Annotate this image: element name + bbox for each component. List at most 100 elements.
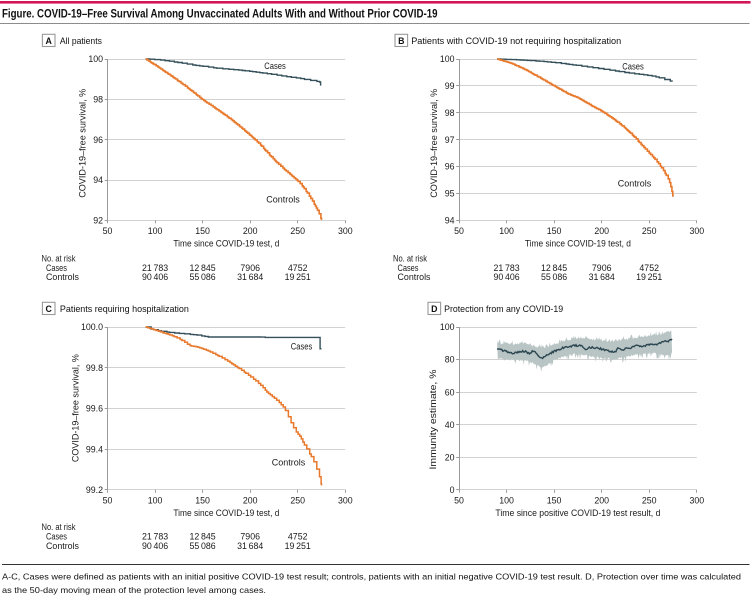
svg-text:as the 50-day moving mean of t: as the 50-day moving mean of the protect… [2, 585, 266, 595]
svg-text:Cases: Cases [264, 61, 286, 71]
svg-text:A: A [46, 36, 53, 46]
svg-text:Controls: Controls [618, 179, 652, 189]
svg-text:21 783: 21 783 [142, 532, 168, 542]
svg-text:55 086: 55 086 [541, 272, 567, 282]
svg-text:Controls: Controls [46, 541, 80, 551]
svg-text:12 845: 12 845 [189, 532, 215, 542]
svg-text:90 406: 90 406 [493, 272, 519, 282]
svg-text:19 251: 19 251 [636, 272, 662, 282]
svg-text:80: 80 [445, 355, 455, 365]
svg-text:Time since COVID-19 test, d: Time since COVID-19 test, d [525, 238, 631, 248]
svg-text:7906: 7906 [240, 263, 260, 273]
svg-text:Controls: Controls [46, 272, 80, 282]
svg-text:60: 60 [445, 387, 455, 397]
svg-text:300: 300 [338, 496, 353, 506]
svg-text:150: 150 [195, 496, 210, 506]
svg-text:19 251: 19 251 [285, 272, 311, 282]
svg-text:50: 50 [454, 496, 464, 506]
svg-text:250: 250 [642, 226, 657, 236]
svg-text:Time since COVID-19 test, d: Time since COVID-19 test, d [173, 238, 279, 248]
svg-text:99.4: 99.4 [86, 444, 103, 454]
svg-text:No. at risk: No. at risk [42, 522, 77, 532]
svg-text:94: 94 [93, 175, 103, 185]
svg-text:Cases: Cases [46, 532, 68, 542]
svg-text:12 845: 12 845 [541, 263, 567, 273]
svg-text:Controls: Controls [398, 272, 432, 282]
svg-text:Patients requiring hospitaliza: Patients requiring hospitalization [60, 304, 189, 314]
svg-text:99.6: 99.6 [86, 404, 103, 414]
svg-text:200: 200 [243, 496, 258, 506]
svg-text:50: 50 [103, 226, 113, 236]
svg-text:Protection from any COVID-19: Protection from any COVID-19 [444, 304, 563, 314]
svg-text:150: 150 [195, 226, 210, 236]
svg-text:COVID-19–free survival, %: COVID-19–free survival, % [428, 89, 439, 198]
svg-text:B: B [398, 36, 404, 46]
svg-text:21 783: 21 783 [493, 263, 519, 273]
svg-text:50: 50 [454, 226, 464, 236]
svg-text:250: 250 [290, 496, 305, 506]
svg-text:Cases: Cases [398, 263, 420, 273]
svg-text:98: 98 [445, 108, 455, 118]
svg-text:C: C [46, 304, 53, 314]
svg-text:50: 50 [103, 496, 113, 506]
svg-text:100: 100 [440, 322, 455, 332]
svg-text:Cases: Cases [291, 341, 313, 351]
svg-text:20: 20 [445, 452, 455, 462]
svg-text:All patients: All patients [60, 36, 102, 46]
svg-text:4752: 4752 [288, 263, 308, 273]
svg-text:31 684: 31 684 [237, 541, 263, 551]
svg-text:4752: 4752 [288, 532, 308, 542]
svg-text:Time since COVID-19 test, d: Time since COVID-19 test, d [173, 508, 279, 518]
svg-text:300: 300 [689, 226, 704, 236]
svg-text:21 783: 21 783 [142, 263, 168, 273]
svg-text:99.8: 99.8 [86, 363, 103, 373]
svg-text:No. at risk: No. at risk [393, 253, 428, 263]
svg-text:97: 97 [445, 135, 455, 145]
svg-text:Cases: Cases [46, 263, 68, 273]
svg-text:4752: 4752 [639, 263, 659, 273]
svg-text:Cases: Cases [622, 61, 644, 71]
svg-text:31 684: 31 684 [589, 272, 615, 282]
svg-text:A-C, Cases were defined as pat: A-C, Cases were defined as patients with… [2, 572, 741, 582]
svg-text:300: 300 [338, 226, 353, 236]
svg-text:31 684: 31 684 [237, 272, 263, 282]
svg-text:100: 100 [499, 496, 514, 506]
svg-text:92: 92 [93, 216, 103, 226]
svg-text:150: 150 [547, 226, 562, 236]
svg-text:100: 100 [440, 54, 455, 64]
svg-text:96: 96 [93, 135, 103, 145]
svg-text:96: 96 [445, 162, 455, 172]
svg-text:300: 300 [689, 496, 704, 506]
svg-text:55 086: 55 086 [189, 541, 215, 551]
svg-text:200: 200 [594, 226, 609, 236]
svg-text:Immunity estimate, %: Immunity estimate, % [427, 370, 438, 470]
svg-text:Time since positive COVID-19 t: Time since positive COVID-19 test result… [495, 508, 660, 518]
svg-text:0: 0 [450, 485, 455, 495]
svg-text:7906: 7906 [240, 532, 260, 542]
svg-text:40: 40 [445, 420, 455, 430]
svg-text:Patients with COVID-19 not req: Patients with COVID-19 not requiring hos… [411, 36, 621, 46]
svg-text:250: 250 [290, 226, 305, 236]
svg-text:Figure. COVID-19–Free Survival: Figure. COVID-19–Free Survival Among Unv… [2, 7, 438, 20]
svg-text:COVID-19–free survival, %: COVID-19–free survival, % [76, 89, 87, 198]
svg-text:100: 100 [499, 226, 514, 236]
svg-text:95: 95 [445, 189, 455, 199]
svg-text:250: 250 [642, 496, 657, 506]
svg-text:200: 200 [594, 496, 609, 506]
svg-text:99: 99 [445, 81, 455, 91]
svg-text:D: D [431, 304, 437, 314]
svg-text:200: 200 [243, 226, 258, 236]
svg-text:99.2: 99.2 [86, 485, 103, 495]
svg-text:Controls: Controls [272, 458, 306, 468]
svg-text:90 406: 90 406 [142, 272, 168, 282]
svg-text:55 086: 55 086 [189, 272, 215, 282]
svg-text:100.0: 100.0 [81, 322, 103, 332]
svg-text:90 406: 90 406 [142, 541, 168, 551]
svg-text:100: 100 [148, 226, 163, 236]
svg-text:No. at risk: No. at risk [42, 253, 77, 263]
svg-text:19 251: 19 251 [285, 541, 311, 551]
svg-text:100: 100 [148, 496, 163, 506]
svg-text:150: 150 [547, 496, 562, 506]
svg-text:100: 100 [88, 54, 103, 64]
svg-text:94: 94 [445, 216, 455, 226]
